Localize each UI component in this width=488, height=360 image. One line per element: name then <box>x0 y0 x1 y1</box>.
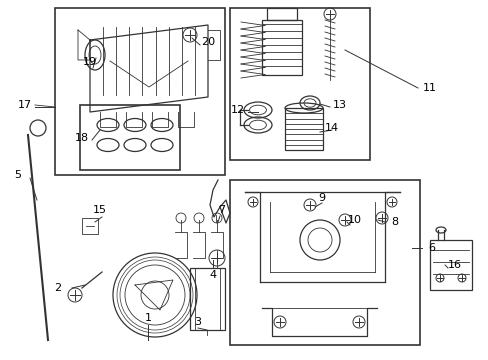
Text: 8: 8 <box>390 217 398 227</box>
Text: 7: 7 <box>218 205 225 215</box>
Bar <box>266 8 296 20</box>
Bar <box>429 240 471 290</box>
Text: 16: 16 <box>447 260 461 270</box>
Bar <box>190 268 224 330</box>
Text: 20: 20 <box>201 37 215 47</box>
Text: 19: 19 <box>83 57 97 67</box>
Text: 11: 11 <box>422 83 436 93</box>
Text: 9: 9 <box>318 193 325 203</box>
Text: 3: 3 <box>194 317 201 327</box>
Text: 2: 2 <box>54 283 61 293</box>
Text: 4: 4 <box>209 270 216 280</box>
Bar <box>229 8 369 160</box>
Text: 14: 14 <box>324 123 338 133</box>
Text: 1: 1 <box>144 313 151 323</box>
Text: 15: 15 <box>93 205 107 215</box>
Bar <box>55 8 224 175</box>
Text: 13: 13 <box>332 100 346 110</box>
Text: 10: 10 <box>347 215 361 225</box>
Text: 17: 17 <box>18 100 32 110</box>
Text: 12: 12 <box>230 105 244 115</box>
Bar <box>229 180 419 345</box>
Text: 6: 6 <box>427 243 435 253</box>
Text: 18: 18 <box>75 133 89 143</box>
Bar <box>262 20 302 75</box>
Text: 5: 5 <box>15 170 21 180</box>
Bar <box>80 105 180 170</box>
Bar <box>285 108 323 150</box>
